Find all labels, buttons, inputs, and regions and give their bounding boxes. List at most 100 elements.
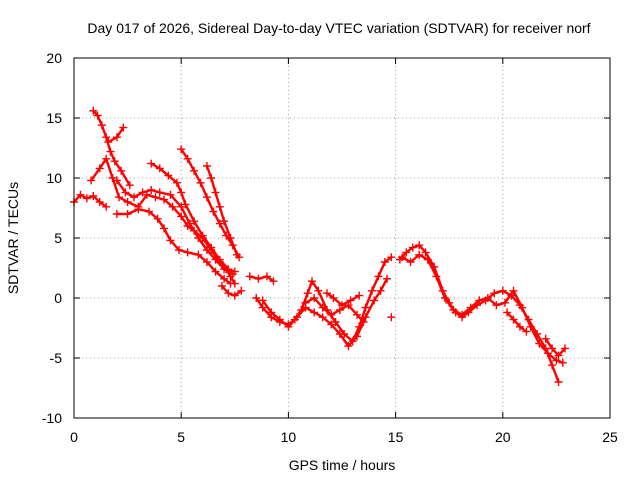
data-point	[310, 294, 319, 302]
data-point	[432, 272, 441, 281]
data-point	[104, 138, 113, 146]
data-point	[335, 306, 344, 314]
data-point	[123, 210, 132, 218]
data-point	[202, 258, 211, 266]
data-point	[172, 178, 181, 187]
data-point	[245, 272, 254, 281]
series-line	[107, 126, 125, 144]
data-point	[230, 291, 239, 300]
data-point	[380, 258, 389, 266]
data-point	[492, 301, 501, 310]
data-point	[346, 296, 355, 305]
data-point	[552, 356, 561, 365]
data-point	[155, 188, 164, 197]
data-point	[359, 318, 368, 326]
data-point	[185, 219, 194, 228]
data-point	[475, 296, 484, 305]
data-point	[275, 315, 284, 324]
data-point	[267, 308, 276, 317]
data-series	[70, 106, 569, 386]
data-point	[155, 164, 164, 173]
data-point	[117, 166, 126, 175]
data-point	[177, 145, 186, 154]
data-point	[215, 202, 224, 211]
series-line	[400, 253, 565, 364]
data-point	[190, 166, 199, 175]
grid-lines	[74, 58, 610, 418]
data-point	[558, 358, 567, 367]
data-point	[361, 303, 370, 312]
data-point	[318, 303, 327, 312]
y-tick-label: 20	[46, 50, 62, 66]
x-tick-label: 25	[602, 429, 618, 445]
series-arc-10	[217, 282, 246, 300]
series-line	[179, 147, 241, 259]
data-point	[217, 282, 226, 290]
data-point	[398, 253, 407, 262]
data-point	[130, 193, 139, 202]
y-tick-label: 15	[46, 110, 62, 126]
data-point	[89, 106, 98, 115]
data-point	[421, 248, 430, 257]
data-point	[449, 306, 458, 314]
series-arc-1	[70, 190, 111, 211]
data-point	[175, 246, 184, 254]
data-point	[177, 212, 186, 221]
data-point	[112, 210, 121, 218]
data-point	[138, 188, 147, 197]
data-point	[329, 294, 338, 302]
series-line	[149, 162, 237, 273]
data-point	[370, 296, 379, 305]
data-point	[387, 253, 396, 262]
data-point	[194, 250, 203, 259]
data-point	[526, 322, 535, 331]
data-point	[209, 207, 218, 216]
data-point	[153, 214, 162, 223]
series-arc-9	[202, 162, 241, 259]
data-point	[314, 286, 323, 295]
series-arc-16	[387, 313, 396, 322]
data-point	[93, 111, 102, 120]
data-point	[440, 294, 449, 302]
data-point	[147, 159, 156, 168]
data-point	[353, 332, 362, 341]
data-point	[292, 313, 301, 322]
data-point	[145, 207, 154, 216]
series-line	[325, 292, 361, 307]
data-point	[303, 289, 312, 298]
data-point	[151, 193, 160, 202]
data-point	[134, 205, 143, 214]
data-point	[115, 193, 124, 202]
data-point	[252, 294, 261, 302]
data-point	[160, 195, 169, 204]
series-line	[544, 337, 567, 357]
data-point	[183, 248, 192, 257]
data-point	[353, 310, 362, 319]
y-tick-label: -5	[50, 350, 63, 366]
data-point	[106, 147, 115, 156]
data-point	[102, 202, 111, 211]
data-point	[224, 289, 233, 298]
series-line	[115, 207, 232, 285]
series-line	[255, 256, 393, 343]
data-point	[500, 298, 509, 307]
x-tick-label: 20	[495, 429, 511, 445]
data-point	[548, 344, 557, 353]
data-point	[102, 133, 111, 142]
data-point	[374, 272, 383, 281]
data-point	[335, 330, 344, 338]
data-point	[310, 308, 319, 317]
data-point	[232, 250, 241, 259]
data-point	[483, 294, 492, 302]
data-point	[123, 198, 132, 206]
data-point	[402, 248, 411, 257]
data-point	[327, 310, 336, 319]
data-point	[361, 313, 370, 322]
data-point	[119, 123, 128, 132]
data-point	[198, 231, 207, 240]
x-tick-label: 0	[70, 429, 78, 445]
data-point	[224, 265, 233, 274]
series-arc-20	[503, 308, 531, 336]
data-point	[515, 322, 524, 331]
data-point	[226, 234, 235, 242]
